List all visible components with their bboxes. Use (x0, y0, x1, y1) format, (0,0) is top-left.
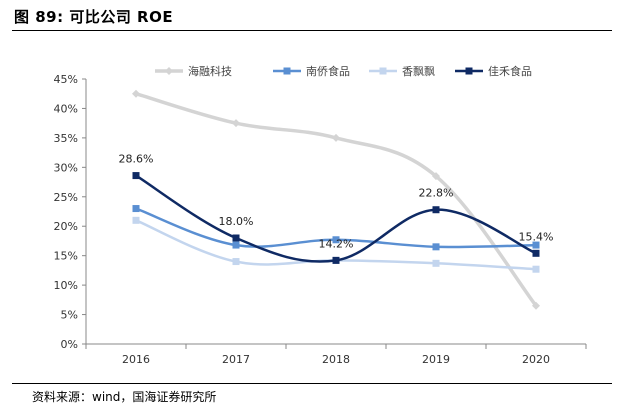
y-tick-label: 0% (61, 338, 78, 351)
marker-series-1 (332, 236, 340, 244)
source-note: 资料来源：wind，国海证券研究所 (32, 390, 217, 404)
marker-series-3 (432, 206, 440, 214)
title-rule (12, 30, 612, 31)
marker-series-1 (532, 241, 540, 249)
legend-label: 南侨食品 (306, 64, 350, 78)
y-tick-label: 15% (54, 250, 78, 263)
y-tick-label: 40% (54, 102, 78, 115)
marker-series-0 (432, 172, 440, 181)
y-tick-label: 25% (54, 191, 78, 204)
data-label: 22.8% (419, 187, 454, 200)
series-line-0 (134, 91, 538, 308)
marker-series-0 (532, 301, 540, 310)
marker-legend (283, 67, 291, 75)
marker-series-2 (232, 258, 240, 266)
marker-series-2 (132, 216, 140, 224)
x-tick-label: 2019 (422, 353, 450, 366)
marker-legend (165, 67, 173, 75)
y-tick-label: 5% (61, 309, 78, 322)
y-tick-label: 20% (54, 220, 78, 233)
marker-series-2 (532, 265, 540, 273)
y-tick-label: 10% (54, 279, 78, 292)
marker-series-3 (532, 249, 540, 257)
marker-series-1 (132, 205, 140, 213)
marker-series-3 (332, 256, 340, 264)
x-tick-label: 2017 (222, 353, 250, 366)
x-tick-label: 2020 (522, 353, 550, 366)
data-label: 28.6% (119, 153, 154, 166)
marker-series-0 (132, 89, 140, 98)
marker-series-3 (232, 234, 240, 242)
figure-title: 图 89: 可比公司 ROE (14, 8, 174, 26)
legend-label: 海融科技 (188, 64, 232, 78)
y-tick-label: 45% (54, 73, 78, 86)
legend-label: 香飘飘 (402, 65, 435, 78)
marker-series-2 (432, 259, 440, 267)
x-tick-label: 2016 (122, 353, 150, 366)
marker-series-0 (332, 133, 340, 142)
y-tick-label: 30% (54, 161, 78, 174)
data-label: 18.0% (219, 215, 254, 228)
data-label: 14.2% (319, 237, 354, 250)
data-label: 15.4% (519, 230, 554, 243)
marker-legend (465, 67, 473, 75)
marker-series-0 (232, 119, 240, 128)
x-tick-label: 2018 (322, 353, 350, 366)
source-rule (12, 383, 612, 384)
marker-series-1 (232, 241, 240, 249)
marker-series-1 (432, 243, 440, 251)
marker-series-3 (132, 172, 140, 180)
y-tick-label: 35% (54, 132, 78, 145)
marker-legend (379, 67, 387, 75)
legend-label: 佳禾食品 (488, 64, 532, 78)
roe-line-chart: 0% 5% 10% 15% 20% 25% 30% 35% 40% 45% 2016 2017 2018… (54, 64, 587, 366)
